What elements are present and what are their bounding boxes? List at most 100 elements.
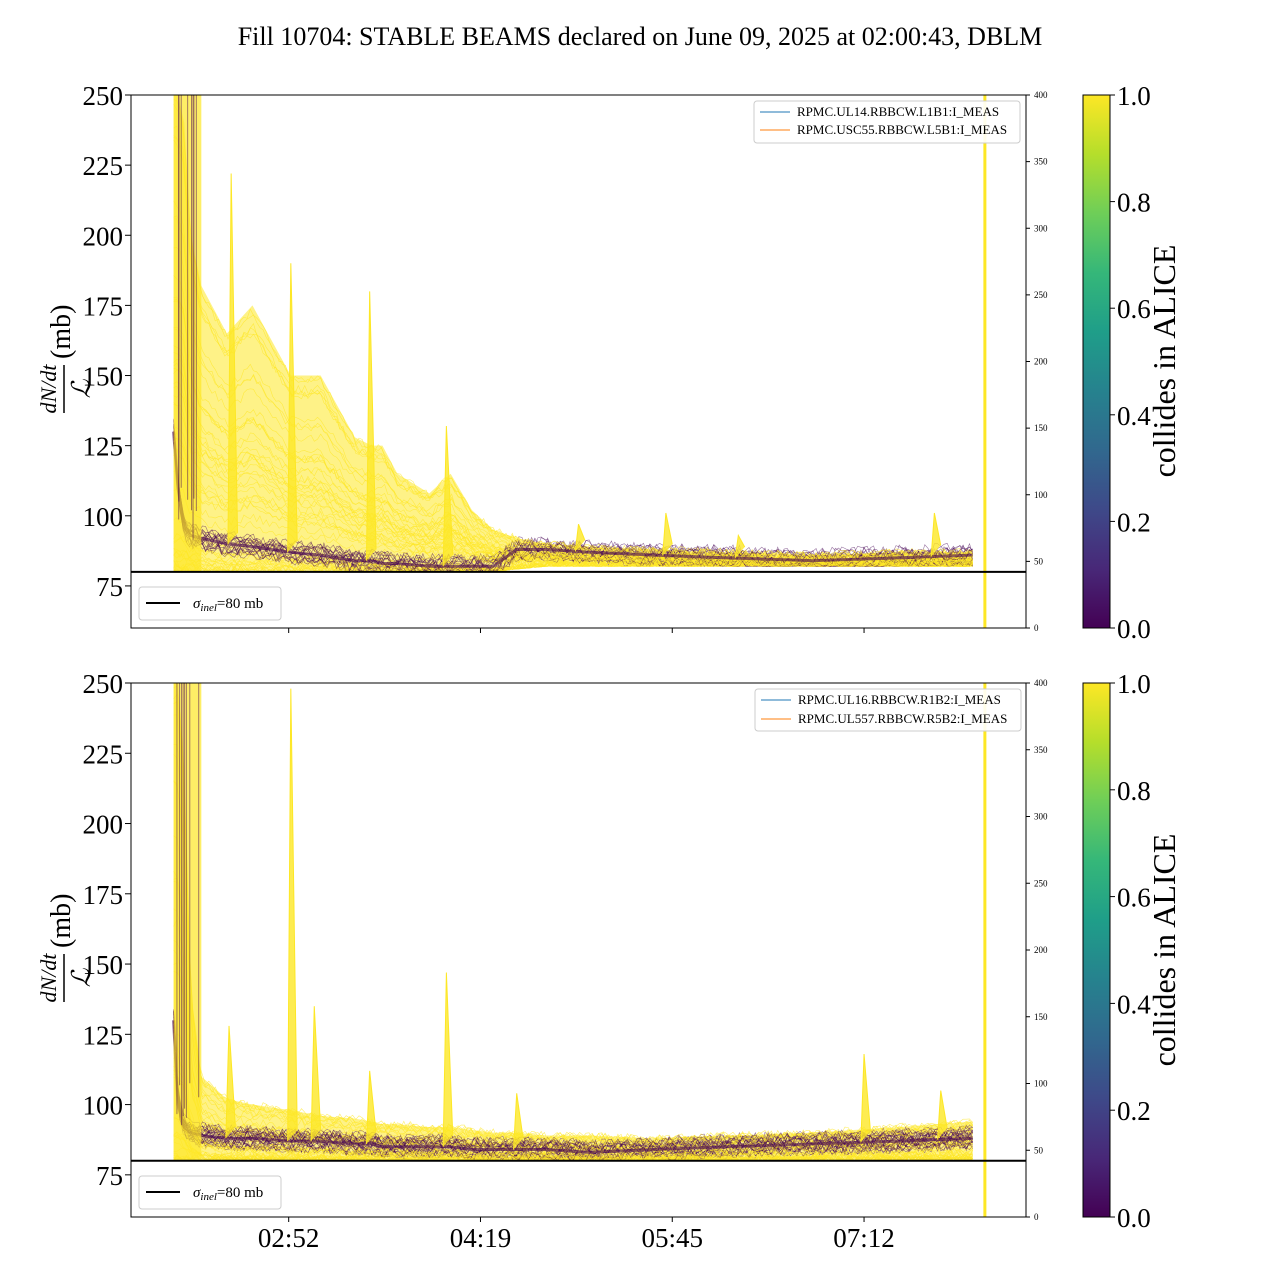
top-y2-tick-label: 200 [1034,357,1048,367]
bottom-y2-tick-label: 150 [1034,1012,1048,1022]
bottom-y2-tick-label: 50 [1034,1145,1044,1155]
bottom-y-tick-label: 225 [83,739,124,769]
top-spike [574,524,586,552]
bottom-x-tick-label: 02:52 [258,1223,320,1253]
bottom-spike [225,1025,236,1139]
bottom-colorbar-tick-label: 0.0 [1117,1203,1151,1233]
top-y-tick-label: 200 [83,221,124,251]
bottom-spike [860,1053,871,1143]
top-series-legend: RPMC.UL14.RBBCW.L1B1:I_MEAS RPMC.USC55.R… [753,100,1021,144]
bottom-y-tick-label: 200 [83,810,124,840]
top-reference-legend: σinel=80 mb [138,586,282,621]
top-legend-label-2: RPMC.USC55.RBBCW.L5B1:I_MEAS [797,122,1007,137]
bottom-y2-tick-label: 350 [1034,745,1048,755]
top-trace-line [173,345,973,566]
top-colorbar-label: collides in ALICE [1146,245,1182,478]
top-trace-line [173,99,973,560]
top-colorbar-gradient [1082,94,1111,629]
top-y2-tick-label: 150 [1034,423,1048,433]
top-spike [734,533,746,559]
top-spike [930,512,942,557]
bottom-colorbar-label: collides in ALICE [1146,834,1182,1067]
bottom-colorbar: 0.0 0.2 0.4 0.6 0.8 1.0 collides in ALICE [1082,669,1182,1233]
bottom-y-tick-label: 175 [83,880,124,910]
bottom-secondary-y-axis: 0 50 100 150 200 250 300 350 400 [1026,678,1048,1222]
bottom-y-tick-label: 125 [83,1020,124,1050]
top-trace-line [173,442,973,573]
bottom-yellow-envelope [173,683,973,1161]
top-trace-line [173,369,973,566]
bottom-x-axis: 02:52 04:19 05:45 07:12 [258,1217,895,1253]
bottom-trace-line [173,971,973,1156]
top-colorbar-tick-label: 0.6 [1117,294,1151,324]
bottom-trace-line [173,1049,973,1161]
bottom-x-tick-label: 04:19 [450,1223,512,1253]
figure-title: Fill 10704: STABLE BEAMS declared on Jun… [238,22,1043,51]
bottom-injection-spike [173,683,202,1161]
top-y2-tick-label: 100 [1034,490,1048,500]
bottom-y2-tick-label: 250 [1034,878,1048,888]
top-y-tick-label: 250 [83,81,124,111]
bottom-reference-legend: σinel=80 mb [138,1175,282,1210]
top-reference-legend-label: σinel=80 mb [193,596,263,614]
top-colorbar-tick-label: 0.2 [1117,507,1151,537]
top-colorbar-tick-label: 0.4 [1117,401,1151,431]
top-colorbar: 0.0 0.2 0.4 0.6 0.8 1.0 collides in ALICE [1082,81,1182,644]
bottom-spike [310,1006,322,1142]
bottom-y2-tick-label: 300 [1034,812,1048,822]
top-y-tick-label: 125 [83,432,124,462]
top-y-axis: 75 100 125 150 175 200 225 250 [83,81,131,602]
top-y2-tick-label: 300 [1034,223,1048,233]
top-trace-line [173,139,973,560]
top-y2-tick-label: 250 [1034,290,1048,300]
bottom-y-axis-label: dN/dt ℒ (mb) [36,894,96,1003]
top-trace-line [173,423,973,568]
bottom-trace-line [173,744,973,1146]
top-y2-tick-label: 0 [1034,623,1039,633]
bottom-colorbar-tick-label: 0.2 [1117,1096,1151,1126]
bottom-trace-line [173,918,973,1154]
top-spike [365,291,377,561]
bottom-spike [365,1070,377,1144]
bottom-y2-tick-label: 0 [1034,1212,1039,1222]
bottom-y-tick-label: 75 [96,1161,123,1191]
bottom-spike [513,1093,524,1150]
top-spike [227,173,239,545]
bottom-trace-line [173,1009,973,1151]
top-legend-label-1: RPMC.UL14.RBBCW.L1B1:I_MEAS [797,104,999,119]
top-y-tick-label: 150 [83,362,124,392]
bottom-y-tick-label: 150 [83,950,124,980]
bottom-spike [937,1090,948,1140]
top-spike [662,512,673,556]
top-panel: 75 100 125 150 175 200 225 250 0 50 100 150 200 250 3… [36,81,1182,644]
top-colorbar-tick-label: 1.0 [1117,81,1151,111]
top-x-axis [288,628,865,633]
top-spike [442,425,454,567]
bottom-y-tick-label: 100 [83,1091,124,1121]
top-y-axis-label: dN/dt ℒ (mb) [36,305,96,414]
top-y-tick-label: 75 [96,572,123,602]
top-colorbar-ticks: 0.0 0.2 0.4 0.6 0.8 1.0 [1110,81,1151,644]
top-trace-line [173,426,973,566]
bottom-ylabel-numerator: dN/dt [36,953,61,1003]
bottom-colorbar-gradient [1082,682,1111,1218]
top-y-tick-label: 175 [83,291,124,321]
bottom-dark-band [172,1020,973,1154]
bottom-ylabel-unit: (mb) [46,894,77,948]
bottom-reference-legend-label: σinel=80 mb [193,1185,263,1203]
bottom-colorbar-tick-label: 1.0 [1117,669,1151,699]
bottom-colorbar-ticks: 0.0 0.2 0.4 0.6 0.8 1.0 [1110,669,1151,1233]
top-trace-line [173,418,973,566]
bottom-x-tick-label: 05:45 [642,1223,704,1253]
top-plot-area [131,95,1026,628]
bottom-ylabel-denominator: ℒ [67,967,96,987]
top-trace-line [173,560,973,573]
bottom-plot-area [131,683,1026,1217]
top-spike [287,263,298,553]
bottom-series-legend: RPMC.UL16.RBBCW.R1B2:I_MEAS RPMC.UL557.R… [754,688,1022,732]
top-y2-tick-label: 350 [1034,157,1048,167]
bottom-spike [287,688,298,1142]
bottom-dump-spike [983,683,987,1217]
top-trace-line [173,125,973,561]
